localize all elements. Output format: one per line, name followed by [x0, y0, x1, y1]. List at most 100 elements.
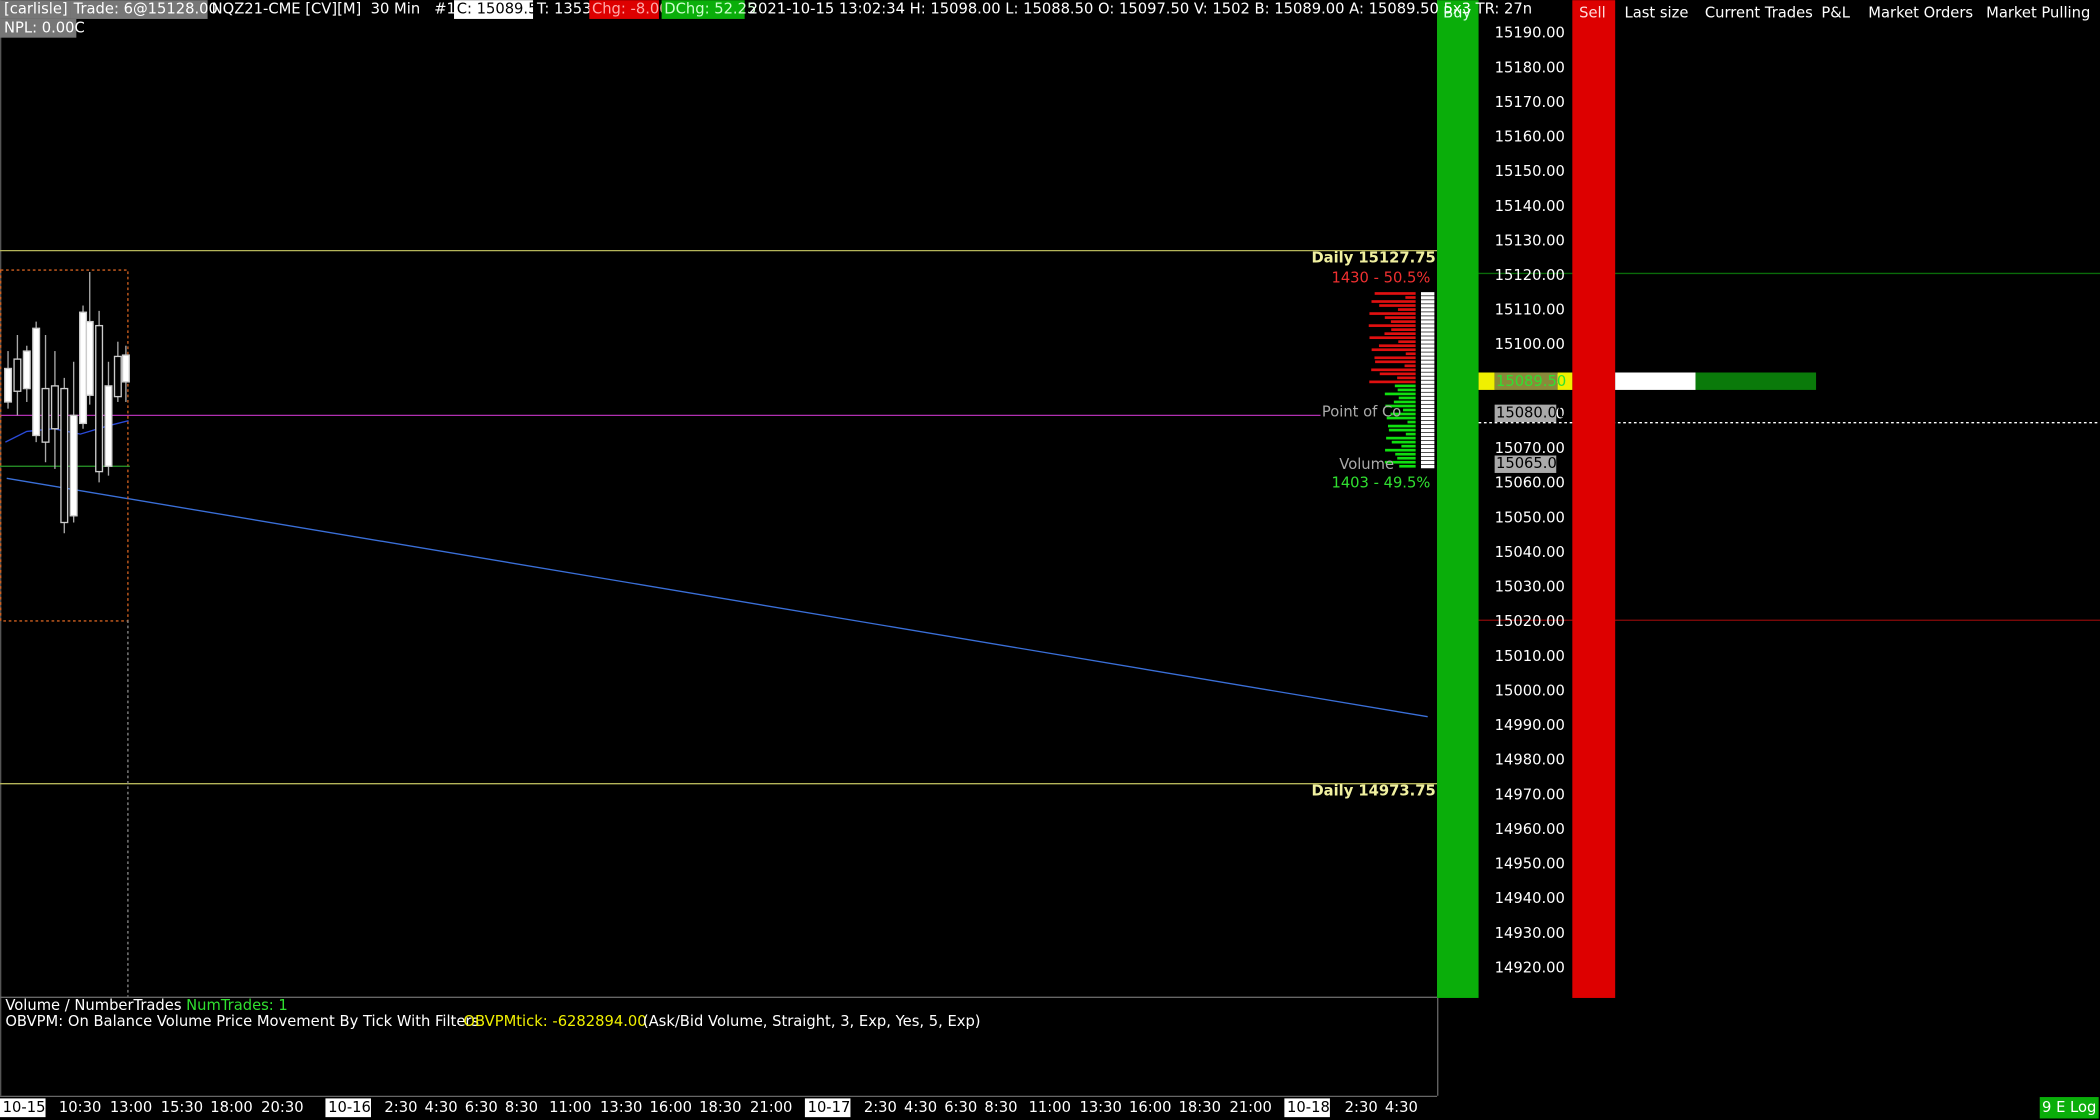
- change: Chg: -8.00: [592, 1, 669, 18]
- profile-cell: [1420, 324, 1435, 328]
- candle-body: [60, 387, 69, 524]
- header-box: [661, 0, 745, 19]
- price-label: 14970.00: [1495, 786, 1565, 803]
- price-label: 14920.00: [1495, 959, 1565, 976]
- dom-header[interactable]: Current Trades: [1705, 5, 1813, 22]
- profile-bar: [1405, 432, 1416, 436]
- price-label: 15150.00: [1495, 163, 1565, 180]
- profile-cell: [1420, 412, 1435, 417]
- candle-body: [50, 385, 59, 430]
- status-box: [2039, 1097, 2099, 1119]
- daily-high-label: Daily 15127.75: [1311, 250, 1435, 267]
- candle-body: [79, 311, 88, 425]
- time-label: 11:00: [1029, 1099, 1071, 1116]
- npl: NPL: 0.00C: [4, 19, 85, 36]
- profile-bar: [1369, 336, 1416, 340]
- profile-bar: [1388, 424, 1416, 428]
- profile-bar: [1393, 400, 1416, 404]
- candle-body: [85, 320, 94, 396]
- profile-bar: [1371, 368, 1416, 372]
- daily-low-label: Daily 14973.75: [1311, 783, 1435, 800]
- session-box: [0, 269, 129, 622]
- profile-cell: [1420, 320, 1435, 324]
- dom-header[interactable]: Sell: [1579, 5, 1606, 22]
- volume-profile: [1368, 292, 1435, 469]
- symbol: NQZ21-CME [CV][M] 30 Min #10: [212, 1, 466, 18]
- time-label: 6:30: [944, 1099, 977, 1116]
- profile-cell: [1420, 448, 1435, 453]
- profile-cell: [1420, 384, 1435, 388]
- candle-body: [104, 385, 113, 467]
- profile-bar: [1401, 444, 1416, 448]
- dom-header[interactable]: Market Pulling: [1986, 5, 2090, 22]
- price-label: 15160.00: [1495, 129, 1565, 146]
- time-label: 15:30: [161, 1099, 203, 1116]
- profile-bar: [1391, 440, 1416, 444]
- header-box: [70, 0, 208, 19]
- profile-cell: [1420, 436, 1435, 441]
- study-value: OBVPMtick: -6282894.00: [463, 1013, 646, 1030]
- profile-bar: [1390, 412, 1416, 416]
- price-label: 14980.00: [1495, 752, 1565, 769]
- time-label: 6:30: [465, 1099, 498, 1116]
- dom-header[interactable]: Last size: [1625, 5, 1689, 22]
- time-label: 4:30: [425, 1099, 458, 1116]
- dom-header[interactable]: Buy: [1443, 5, 1471, 22]
- price-marker: [1478, 372, 1495, 390]
- time-label: 13:30: [1079, 1099, 1121, 1116]
- profile-bar: [1385, 448, 1416, 452]
- time-label: 18:30: [699, 1099, 741, 1116]
- price-label: 14990.00: [1495, 717, 1565, 734]
- profile-cell: [1420, 452, 1435, 457]
- profile-cell: [1420, 292, 1435, 296]
- time-label: 4:30: [1385, 1099, 1418, 1116]
- profile-bar: [1398, 396, 1416, 400]
- price-label: 15060.00: [1495, 475, 1565, 492]
- profile-bar: [1384, 392, 1416, 396]
- profile-cell: [1420, 352, 1435, 356]
- profile-cell: [1420, 420, 1435, 425]
- profile-cell: [1420, 348, 1435, 352]
- candle-body: [113, 355, 122, 398]
- sell-column[interactable]: [1572, 0, 1616, 998]
- time-label: 8:30: [984, 1099, 1017, 1116]
- profile-bar: [1379, 304, 1416, 307]
- date-label: 10-18: [1287, 1099, 1330, 1116]
- time-label: 11:00: [549, 1099, 591, 1116]
- profile-cell: [1420, 336, 1435, 340]
- dom-header[interactable]: P&L: [1821, 5, 1850, 22]
- header-box: [454, 0, 534, 19]
- profile-bar: [1404, 364, 1416, 368]
- dom-header[interactable]: Market Orders: [1868, 5, 1973, 22]
- date-label: 10-17: [808, 1099, 851, 1116]
- profile-cell: [1420, 364, 1435, 368]
- profile-bar: [1397, 308, 1416, 311]
- profile-bar: [1368, 324, 1416, 327]
- profile-bar: [1378, 344, 1416, 348]
- profile-cell: [1420, 440, 1435, 445]
- date-box: [804, 1098, 851, 1118]
- time-label: 2:30: [1345, 1099, 1378, 1116]
- stats: 2021-10-15 13:02:34 H: 15098.00 L: 15088…: [749, 1, 1532, 18]
- price-label: 15010.00: [1495, 648, 1565, 665]
- date-box: [325, 1098, 371, 1118]
- buy-column[interactable]: [1437, 0, 1479, 998]
- profile-cell: [1420, 428, 1435, 433]
- profile-bar: [1403, 408, 1416, 412]
- study-name: OBVPM: On Balance Volume Price Movement …: [5, 1013, 479, 1030]
- profile-bar: [1405, 296, 1416, 299]
- profile-cell: [1420, 392, 1435, 396]
- profile-cell: [1420, 388, 1435, 392]
- volume-label: 1403 - 49.5%: [1331, 475, 1430, 492]
- candle-body: [13, 358, 22, 392]
- candle-body: [69, 414, 78, 517]
- close: C: 15089.50: [457, 1, 547, 18]
- profile-cell: [1420, 312, 1435, 316]
- profile-cell: [1420, 368, 1435, 372]
- profile-bar: [1391, 328, 1416, 331]
- profile-bar: [1369, 312, 1416, 315]
- profile-cell: [1420, 432, 1435, 437]
- time-label: 18:30: [1179, 1099, 1221, 1116]
- time-label: 20:30: [261, 1099, 303, 1116]
